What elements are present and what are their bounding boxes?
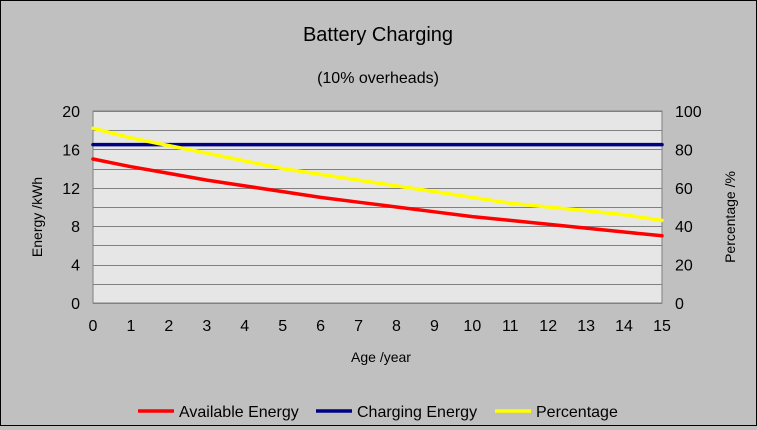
x-tick-label: 12	[539, 318, 557, 335]
y-right-tick-label: 100	[675, 104, 702, 121]
x-tick-label: 13	[577, 318, 595, 335]
x-tick-label: 14	[615, 318, 633, 335]
y-left-tick-label: 12	[62, 181, 80, 198]
x-tick-label: 9	[430, 318, 439, 335]
y-left-tick-label: 4	[71, 258, 80, 275]
legend-label: Charging Energy	[357, 404, 477, 421]
y-left-tick-label: 20	[62, 104, 80, 121]
y-right-tick-label: 0	[675, 296, 684, 313]
x-tick-label: 3	[202, 318, 211, 335]
plot-border	[92, 110, 663, 304]
x-tick-label: 11	[502, 318, 519, 335]
y-right-tick-label: 80	[675, 142, 693, 159]
x-tick-label: 8	[392, 318, 401, 335]
chart-title: Battery Charging	[303, 24, 453, 46]
x-tick-label: 1	[126, 318, 135, 335]
x-tick-label: 15	[653, 318, 671, 335]
legend-label: Available Energy	[179, 404, 299, 421]
y-left-tick-label: 16	[62, 142, 80, 159]
x-tick-label: 10	[463, 318, 481, 335]
x-tick-label: 6	[316, 318, 325, 335]
series-line-available-energy	[91, 157, 664, 238]
series-line-percentage	[91, 126, 664, 223]
x-tick-label: 0	[89, 318, 98, 335]
legend-label: Percentage	[536, 404, 618, 421]
series-lines	[91, 126, 664, 238]
y-left-tick-label: 0	[71, 296, 80, 313]
y-right-tick-label: 60	[675, 181, 693, 198]
y-left-tick-label: 8	[71, 219, 80, 236]
y-right-tick-label: 40	[675, 219, 693, 236]
y-axis-left-label: Energy /kWh	[29, 177, 45, 257]
x-tick-label: 7	[354, 318, 363, 335]
x-tick-label: 5	[278, 318, 287, 335]
x-tick-label: 2	[164, 318, 173, 335]
y-axis-right-label: Percentage /%	[722, 171, 738, 263]
y-right-tick-label: 20	[675, 258, 693, 275]
x-axis-label: Age /year	[351, 349, 411, 365]
legend: Available Energy Charging Energy Percentag…	[138, 404, 618, 421]
x-tick-label: 4	[240, 318, 249, 335]
chart-subtitle: (10% overheads)	[317, 70, 439, 87]
